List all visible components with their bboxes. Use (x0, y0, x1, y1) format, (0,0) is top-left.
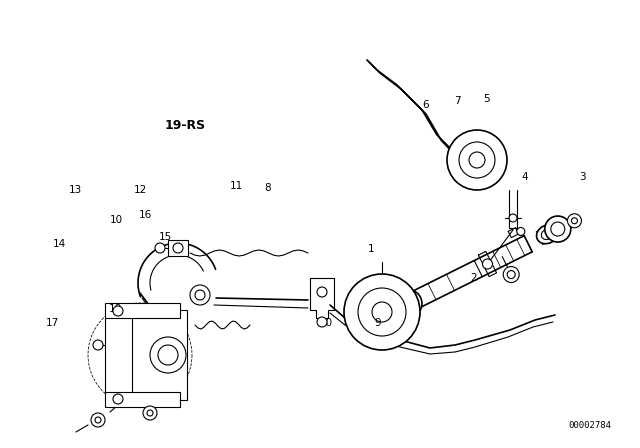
Circle shape (551, 222, 564, 236)
Circle shape (317, 317, 327, 327)
Circle shape (469, 152, 485, 168)
Circle shape (344, 274, 420, 350)
Circle shape (517, 228, 525, 236)
Circle shape (317, 287, 327, 297)
Circle shape (113, 394, 123, 404)
Circle shape (509, 214, 517, 222)
Circle shape (483, 259, 493, 269)
Circle shape (147, 410, 153, 416)
Circle shape (394, 289, 422, 318)
Circle shape (195, 290, 205, 300)
Text: 5: 5 (483, 94, 490, 103)
Text: 18: 18 (109, 304, 122, 314)
Text: 19-RS: 19-RS (165, 119, 206, 132)
Bar (132, 310, 187, 400)
Bar (105, 303, 180, 318)
Circle shape (113, 306, 123, 316)
Bar (168, 240, 188, 256)
Text: 15: 15 (159, 233, 172, 242)
Circle shape (459, 142, 495, 178)
Circle shape (91, 413, 105, 427)
Text: 12: 12 (134, 185, 147, 195)
Text: 6: 6 (422, 100, 429, 110)
Circle shape (447, 130, 507, 190)
Text: 00002784: 00002784 (568, 421, 611, 430)
Text: 7: 7 (454, 96, 461, 106)
Text: 9: 9 (374, 318, 381, 327)
Circle shape (143, 406, 157, 420)
Circle shape (155, 243, 165, 253)
Circle shape (173, 243, 183, 253)
Circle shape (358, 288, 406, 336)
Text: 8: 8 (264, 183, 271, 193)
Text: 2: 2 (470, 273, 477, 283)
Ellipse shape (536, 225, 558, 244)
Circle shape (93, 340, 103, 350)
Circle shape (95, 417, 101, 423)
Text: 17: 17 (46, 318, 59, 327)
Text: 4: 4 (522, 172, 528, 182)
Circle shape (158, 345, 178, 365)
Text: 1: 1 (368, 244, 374, 254)
Circle shape (372, 302, 392, 322)
Text: 13: 13 (69, 185, 82, 195)
Circle shape (503, 267, 519, 283)
Circle shape (568, 214, 582, 228)
Text: 10: 10 (320, 318, 333, 327)
Circle shape (545, 216, 571, 242)
Circle shape (572, 218, 577, 224)
Text: 3: 3 (579, 172, 586, 182)
Circle shape (150, 337, 186, 373)
Ellipse shape (541, 229, 553, 240)
Bar (105, 392, 180, 407)
Circle shape (400, 296, 416, 311)
Circle shape (508, 271, 515, 279)
Text: 16: 16 (140, 210, 152, 220)
Text: 14: 14 (53, 239, 66, 249)
Text: 11: 11 (230, 181, 243, 191)
Text: 10: 10 (110, 215, 123, 224)
Circle shape (190, 285, 210, 305)
